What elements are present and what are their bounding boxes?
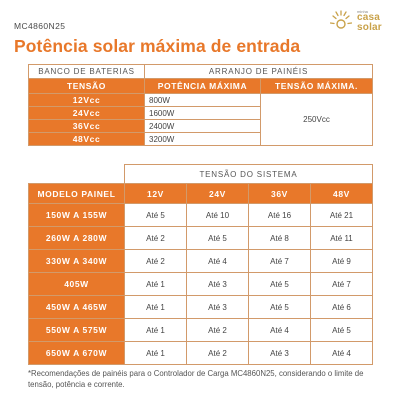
panel-count-cell: Até 2 <box>124 226 187 250</box>
panel-count-cell: Até 6 <box>310 295 373 319</box>
col-48v-header: 48V <box>310 183 373 204</box>
panel-count-cell: Até 8 <box>248 226 311 250</box>
logo-line-1: casa <box>357 12 381 23</box>
brand-logo: minha casa solar <box>330 6 394 36</box>
col-36v-header: 36V <box>248 183 311 204</box>
logo-line-2: solar <box>357 22 382 33</box>
table-row: 405W Até 1 Até 3 Até 5 Até 7 <box>28 272 373 296</box>
panel-model-cell: 650W A 670W <box>28 341 125 365</box>
panel-count-cell: Até 5 <box>248 295 311 319</box>
max-power-cell: 3200W <box>144 132 261 146</box>
sun-icon <box>330 10 352 29</box>
panel-model-cell: 550W A 575W <box>28 318 125 342</box>
table-row: 150W A 155W Até 5 Até 10 Até 16 Até 21 <box>28 203 373 227</box>
panel-count-cell: Até 4 <box>248 318 311 342</box>
empty-corner <box>28 164 125 184</box>
panel-count-cell: Até 16 <box>248 203 311 227</box>
panel-count-cell: Até 3 <box>186 295 249 319</box>
page-title: Potência solar máxima de entrada <box>14 36 301 56</box>
panel-count-cell: Até 10 <box>186 203 249 227</box>
max-power-cell: 2400W <box>144 119 261 133</box>
table-row: 450W A 465W Até 1 Até 3 Até 5 Até 6 <box>28 295 373 319</box>
panel-count-cell: Até 1 <box>124 318 187 342</box>
panel-count-cell: Até 21 <box>310 203 373 227</box>
battery-voltage-cell: 36Vcc <box>28 119 145 133</box>
table-row: 650W A 670W Até 1 Até 2 Até 3 Até 4 <box>28 341 373 365</box>
panel-count-cell: Até 7 <box>310 272 373 296</box>
panel-count-cell: Até 11 <box>310 226 373 250</box>
battery-voltage-cell: 48Vcc <box>28 132 145 146</box>
max-input-power-table: BANCO DE BATERIAS ARRANJO DE PAINÉIS TEN… <box>28 64 374 146</box>
col-max-voltage-header: TENSÃO MÁXIMA. <box>259 78 374 94</box>
panel-count-cell: Até 2 <box>186 341 249 365</box>
model-code: MC4860N25 <box>14 21 66 31</box>
battery-voltage-cell: 12Vcc <box>28 93 145 107</box>
panel-model-cell: 450W A 465W <box>28 295 125 319</box>
battery-bank-header: BANCO DE BATERIAS <box>28 64 145 79</box>
panel-count-cell: Até 3 <box>248 341 311 365</box>
panel-count-cell: Até 2 <box>124 249 187 273</box>
panel-count-cell: Até 2 <box>186 318 249 342</box>
panel-model-cell: 260W A 280W <box>28 226 125 250</box>
panel-count-cell: Até 7 <box>248 249 311 273</box>
panel-count-cell: Até 5 <box>124 203 187 227</box>
footnote: *Recomendações de painéis para o Control… <box>28 369 364 389</box>
panel-count-cell: Até 1 <box>124 295 187 319</box>
max-voltage-cell: 250Vcc <box>259 93 374 146</box>
col-24v-header: 24V <box>186 183 249 204</box>
panel-model-cell: 330W A 340W <box>28 249 125 273</box>
panel-count-cell: Até 5 <box>186 226 249 250</box>
table-row: 330W A 340W Até 2 Até 4 Até 7 Até 9 <box>28 249 373 273</box>
col-model-header: MODELO PAINEL <box>28 183 125 204</box>
logo-tagline: minha <box>357 9 368 14</box>
panel-count-cell: Até 4 <box>310 341 373 365</box>
col-max-power-header: POTÊNCIA MÁXIMA <box>144 78 261 94</box>
panel-count-cell: Até 9 <box>310 249 373 273</box>
panel-count-cell: Até 4 <box>186 249 249 273</box>
panel-count-cell: Até 5 <box>310 318 373 342</box>
panel-model-cell: 405W <box>28 272 125 296</box>
panel-model-cell: 150W A 155W <box>28 203 125 227</box>
system-voltage-header: TENSÃO DO SISTEMA <box>124 164 373 184</box>
panel-array-header: ARRANJO DE PAINÉIS <box>143 64 374 79</box>
panel-count-cell: Até 1 <box>124 341 187 365</box>
panel-count-cell: Até 5 <box>248 272 311 296</box>
max-power-cell: 800W <box>144 93 261 107</box>
col-voltage-header: TENSÃO <box>28 78 145 94</box>
table-row: 260W A 280W Até 2 Até 5 Até 8 Até 11 <box>28 226 373 250</box>
col-12v-header: 12V <box>124 183 187 204</box>
table-row: 550W A 575W Até 1 Até 2 Até 4 Até 5 <box>28 318 373 342</box>
max-power-cell: 1600W <box>144 106 261 120</box>
panel-count-table: TENSÃO DO SISTEMA MODELO PAINEL 12V 24V … <box>28 164 373 365</box>
panel-count-cell: Até 3 <box>186 272 249 296</box>
battery-voltage-cell: 24Vcc <box>28 106 145 120</box>
panel-count-cell: Até 1 <box>124 272 187 296</box>
